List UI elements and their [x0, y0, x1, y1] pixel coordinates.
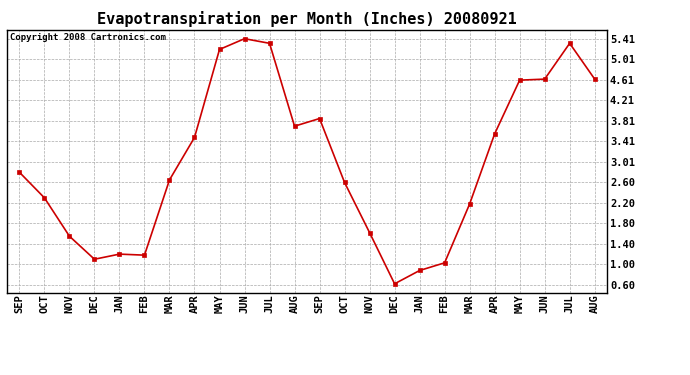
Title: Evapotranspiration per Month (Inches) 20080921: Evapotranspiration per Month (Inches) 20… [97, 12, 517, 27]
Text: Copyright 2008 Cartronics.com: Copyright 2008 Cartronics.com [10, 33, 166, 42]
